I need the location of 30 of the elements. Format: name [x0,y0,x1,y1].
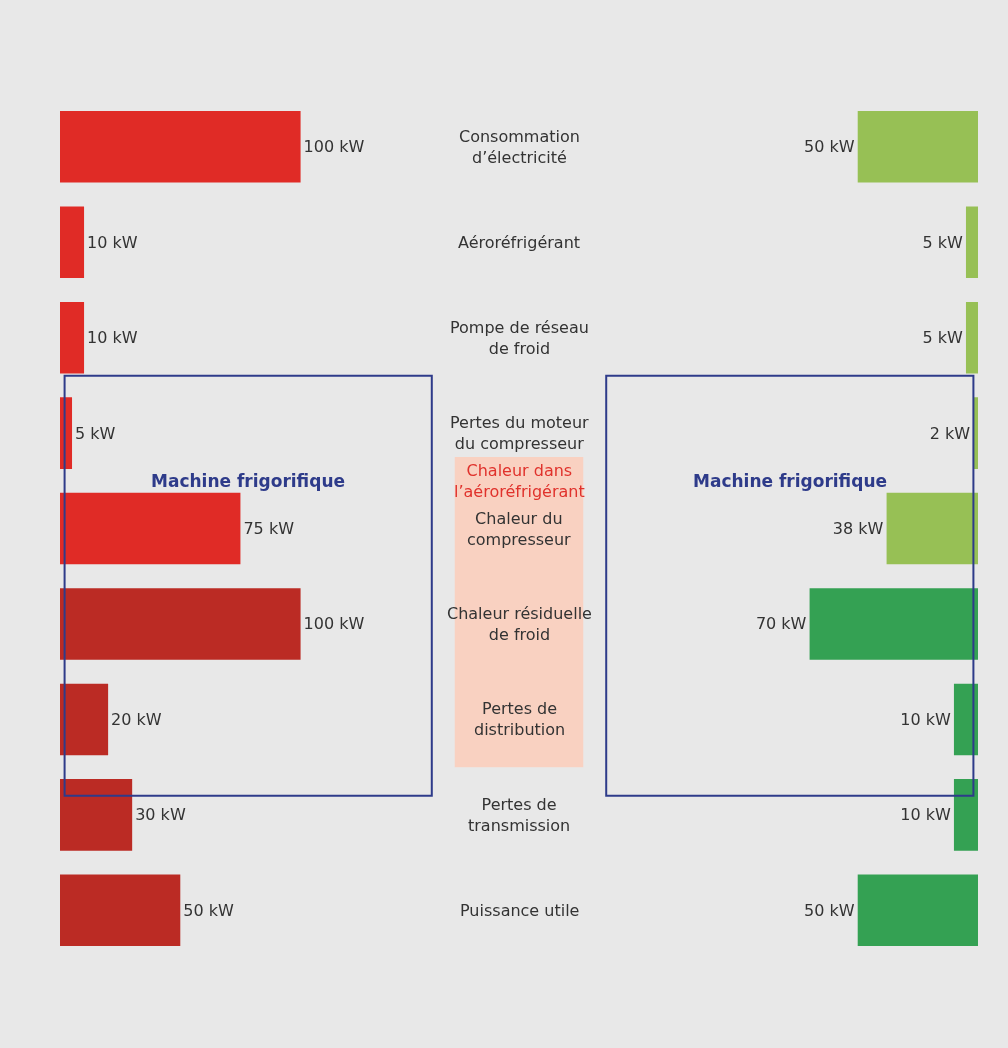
text: Machine frigorifique [693,471,888,491]
data-label: 30 kW [135,805,186,825]
data-label: 5 kW [922,232,963,252]
data-label: 10 kW [900,709,951,729]
data-label: 38 kW [832,519,884,539]
data-label: 2 kW [929,423,971,443]
data-label: 10 kW [87,328,138,348]
category-label: Consommation d’électricité [459,127,580,167]
data-label: 50 kW [183,900,234,920]
text: Machine frigorifique [151,471,346,491]
data-label: 10 kW [87,232,138,252]
text: Chaleur dans l’aéroréfrigérant [454,461,585,501]
data-label: 50 kW [804,137,855,157]
data-label: 5 kW [922,328,963,348]
data-label: 50 kW [804,900,855,920]
category-label: Pertes de transmission [468,795,571,835]
category-label: Pertes de distribution [474,699,566,739]
data-label: 75 kW [243,519,295,539]
category-label: Pertes du moteur du compresseur [450,413,590,453]
data-label: 20 kW [111,709,162,729]
data-label: 100 kW [303,614,365,634]
data-label: 100 kW [303,137,365,157]
data-label: 5 kW [75,423,116,443]
category-label: Chaleur du compresseur [467,509,572,549]
category-label: Aéroréfrigérant [458,233,581,252]
category-label: Puissance utile [460,901,580,920]
data-label: 10 kW [900,805,951,825]
data-label: 70 kW [755,614,807,634]
category-label: Pompe de réseau de froid [450,318,589,358]
category-label: Chaleur résiduelle de froid [447,604,592,644]
